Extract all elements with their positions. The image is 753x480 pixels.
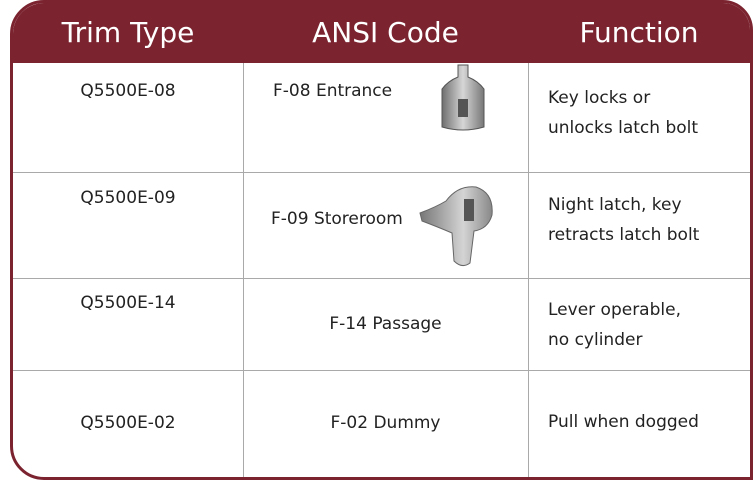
table: Trim Type ANSI Code Function Q5500E-08 F… — [10, 0, 753, 480]
row-divider — [13, 370, 750, 371]
cell-line: Pull when dogged — [548, 412, 699, 432]
cell-line: Night latch, key — [548, 195, 682, 215]
header-cell: Function — [579, 16, 699, 49]
column-divider — [528, 63, 529, 477]
header-row: Trim Type ANSI Code Function — [13, 3, 750, 63]
cell: Pull when dogged — [548, 407, 748, 437]
trim-icon — [419, 186, 493, 267]
cell-line: Key locks or — [548, 88, 651, 108]
cell: F-09 Storeroom — [271, 209, 403, 229]
cell: Q5500E-09 — [80, 188, 176, 208]
cell: Key locks or unlocks latch bolt — [548, 83, 748, 143]
cell: Q5500E-14 — [80, 293, 176, 313]
header-cell: Trim Type — [61, 16, 195, 49]
cell: F-08 Entrance — [273, 81, 393, 101]
column-divider — [243, 63, 244, 477]
header-cell: ANSI Code — [312, 16, 459, 49]
cell: Q5500E-08 — [80, 81, 176, 101]
cell: Lever operable, no cylinder — [548, 295, 748, 355]
cell: Q5500E-02 — [80, 413, 176, 433]
cell-line: unlocks latch bolt — [548, 118, 699, 138]
cell: Night latch, key retracts latch bolt — [548, 190, 748, 250]
trim-icon — [441, 64, 485, 131]
cell: F-14 Passage — [329, 314, 442, 334]
cell-line: retracts latch bolt — [548, 225, 700, 245]
cell-line: Lever operable, — [548, 300, 681, 320]
row-divider — [13, 172, 750, 173]
row-divider — [13, 278, 750, 279]
cell-line: no cylinder — [548, 330, 643, 350]
cell: F-02 Dummy — [330, 413, 441, 433]
